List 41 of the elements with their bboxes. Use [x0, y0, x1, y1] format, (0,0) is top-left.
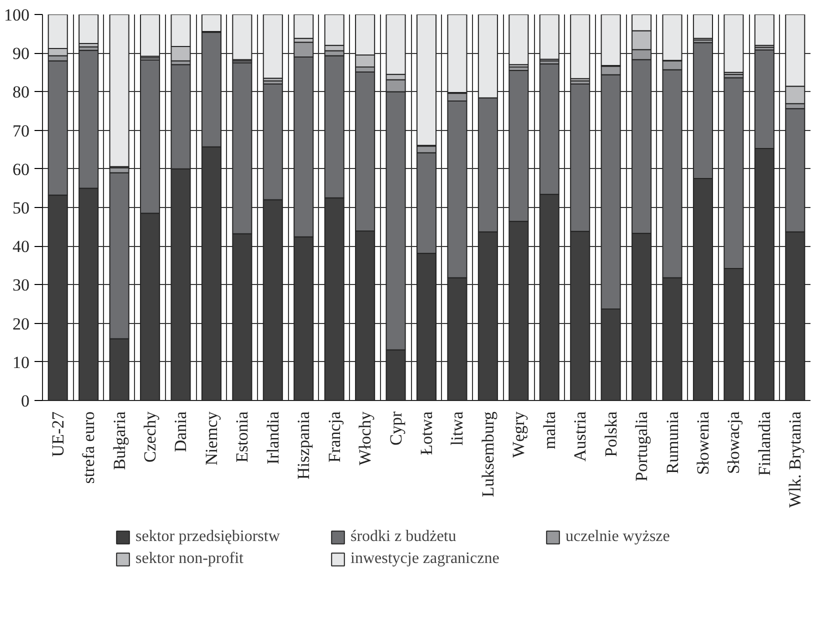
x-tick-label: Austria — [570, 411, 590, 462]
x-tick-label: Łotwa — [417, 411, 436, 455]
y-tick-label: 20 — [12, 314, 30, 334]
y-tick-label: 40 — [12, 237, 30, 256]
legend-label: sektor przedsiębiorstw — [136, 528, 281, 546]
x-tick-label: UE-27 — [48, 411, 68, 457]
y-tick-label: 30 — [12, 276, 30, 295]
x-tick-label: Bułgaria — [110, 411, 129, 470]
x-tick-label: Wlk. Brytania — [786, 411, 805, 508]
x-tick-label: Włochy — [356, 411, 375, 466]
y-tick-label: 100 — [4, 6, 30, 24]
x-tick-label: Portugalia — [632, 411, 652, 482]
x-tick-label: litwa — [448, 411, 467, 446]
y-tick-label: 80 — [12, 82, 30, 102]
legend-label: uczelnie wyższe — [566, 528, 671, 546]
x-tick-label: Polska — [601, 411, 620, 457]
legend-label: sektor non-profit — [136, 550, 244, 568]
x-tick-label: Słowenia — [693, 411, 712, 475]
y-tick-label: 50 — [12, 198, 30, 218]
y-tick-label: 90 — [12, 44, 30, 64]
x-tick-label: malta — [540, 411, 559, 450]
x-tick-label: Francja — [324, 411, 344, 462]
y-tick-label: 10 — [12, 352, 30, 372]
x-tick-label: Rumunia — [662, 411, 682, 474]
x-tick-label: Irlandia — [263, 411, 282, 464]
y-tick-label: 0 — [21, 392, 30, 410]
x-tick-label: Czechy — [140, 411, 160, 462]
legend-label: środki z budżetu — [350, 528, 458, 546]
x-tick-label: Węgry — [509, 411, 528, 458]
y-tick-label: 60 — [12, 160, 30, 179]
x-tick-label: Estonia — [232, 411, 252, 462]
x-tick-label: Finlandia — [754, 411, 774, 476]
x-tick-label: strefa euro — [79, 411, 98, 484]
x-tick-label: Luksemburg — [478, 411, 498, 498]
x-tick-label: Słowacja — [724, 411, 744, 474]
x-tick-label: Cypr — [386, 411, 406, 446]
y-tick-label: 70 — [12, 121, 30, 140]
x-tick-label: Dania — [171, 411, 190, 452]
x-tick-label: Hiszpania — [294, 411, 314, 480]
legend-label: inwestycje zagraniczne — [350, 550, 500, 568]
x-tick-label: Niemcy — [202, 411, 221, 466]
